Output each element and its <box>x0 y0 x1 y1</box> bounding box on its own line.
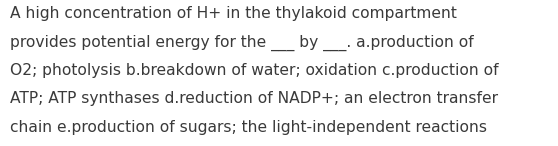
Text: provides potential energy for the ___ by ___. a.production of: provides potential energy for the ___ by… <box>10 34 474 51</box>
Text: A high concentration of H+ in the thylakoid compartment: A high concentration of H+ in the thylak… <box>10 6 457 21</box>
Text: chain e.production of sugars; the light-independent reactions: chain e.production of sugars; the light-… <box>10 120 487 135</box>
Text: O2; photolysis b.breakdown of water; oxidation c.production of: O2; photolysis b.breakdown of water; oxi… <box>10 63 499 78</box>
Text: ATP; ATP synthases d.reduction of NADP+; an electron transfer: ATP; ATP synthases d.reduction of NADP+;… <box>10 91 498 106</box>
